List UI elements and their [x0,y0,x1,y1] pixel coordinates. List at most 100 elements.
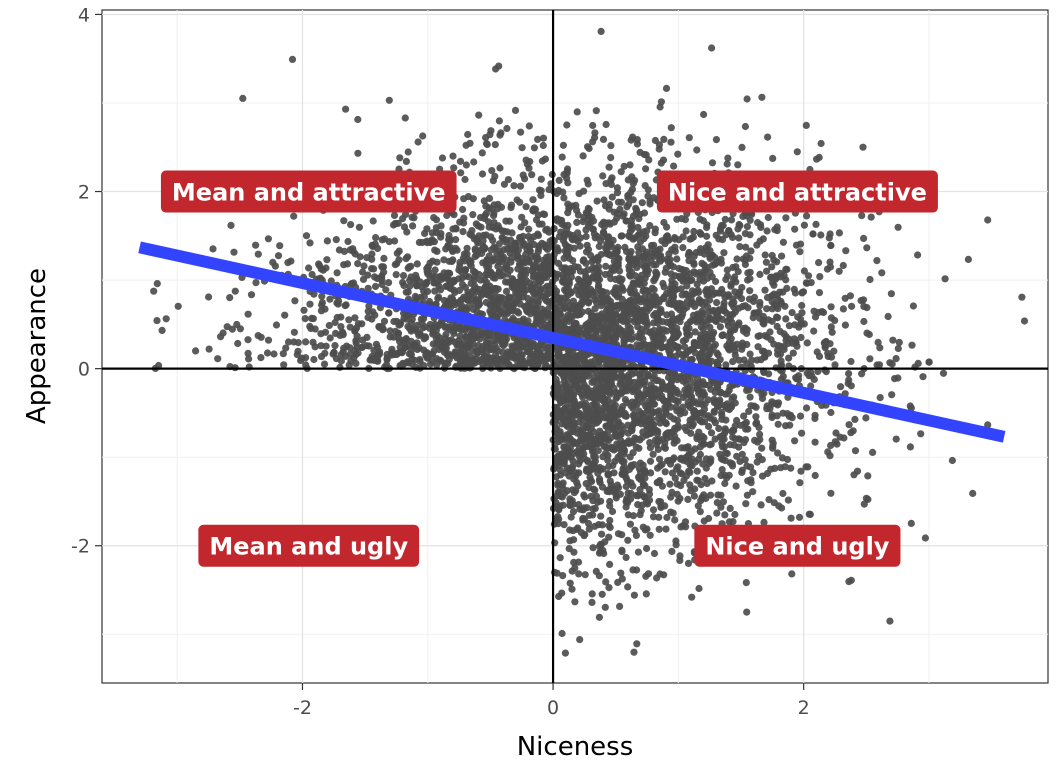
scatter-point [677,482,685,490]
scatter-point [571,383,579,391]
scatter-point [621,469,629,477]
scatter-point [842,247,850,255]
scatter-point [712,136,721,144]
scatter-point [475,270,483,279]
scatter-point [750,309,758,317]
scatter-point [372,234,380,242]
scatter-point [332,236,340,244]
scatter-point [648,420,656,428]
scatter-point [552,473,561,481]
scatter-point [461,175,469,184]
scatter-point [948,456,957,465]
scatter-point [617,569,625,577]
scatter-point [495,117,503,125]
scatter-point [841,294,849,302]
scatter-point [773,313,781,321]
scatter-point [490,255,498,263]
scatter-point [605,462,613,471]
scatter-point [579,383,587,391]
scatter-point [474,239,482,247]
scatter-point [479,237,487,245]
scatter-point [815,259,823,267]
scatter-point [617,168,625,176]
scatter-point [528,340,536,348]
scatter-point [706,316,714,324]
scatter-point [667,345,675,353]
scatter-point [445,257,453,265]
scatter-point [719,221,727,230]
scatter-point [678,444,686,452]
scatter-point [768,298,776,306]
scatter-point [627,188,635,196]
scatter-point [234,339,242,348]
scatter-point [571,598,579,606]
scatter-point [799,288,808,296]
scatter-point [826,258,834,266]
scatter-point [620,308,628,317]
scatter-point [522,156,530,164]
scatter-point [581,357,589,365]
scatter-point [655,525,663,533]
scatter-point [530,240,538,249]
scatter-point [432,273,440,281]
scatter-point [585,525,593,533]
scatter-point [713,499,721,507]
scatter-point [335,246,343,254]
scatter-point [413,260,421,268]
scatter-point [584,458,592,466]
scatter-point [566,579,574,587]
scatter-point [449,152,457,160]
scatter-point [663,223,671,231]
scatter-point [588,320,597,328]
scatter-point [774,399,783,407]
scatter-point [627,425,635,434]
scatter-point [564,285,573,293]
scatter-point [552,375,560,383]
scatter-point [269,258,277,266]
scatter-point [851,415,859,423]
scatter-point [511,316,519,325]
scatter-point [531,280,539,288]
scatter-point [711,419,720,427]
scatter-point [791,225,799,233]
scatter-point [563,434,572,442]
scatter-point [765,496,773,504]
scatter-point [618,275,626,283]
scatter-point [683,321,692,329]
scatter-point [696,335,704,343]
scatter-point [353,324,361,332]
scatter-point [646,200,654,208]
scatter-point [736,457,744,465]
scatter-point [649,450,657,458]
scatter-point [645,156,653,164]
scatter-point [421,333,429,341]
scatter-point [661,268,669,276]
scatter-point [597,438,605,447]
scatter-point [629,482,637,490]
scatter-point [889,336,897,344]
scatter-point [813,155,821,163]
scatter-point [803,404,811,412]
scatter-point [305,264,313,272]
scatter-point [601,603,609,611]
scatter-point [655,254,663,262]
scatter-point [839,305,848,313]
scatter-point [415,238,423,246]
scatter-point [670,162,678,170]
scatter-point [624,536,632,544]
scatter-point [359,275,368,283]
scatter-point [584,246,593,254]
scatter-point [795,372,803,380]
scatter-point [587,492,595,500]
scatter-point [531,261,539,269]
scatter-point [554,513,562,521]
scatter-point [510,182,518,190]
scatter-point [604,305,612,313]
scatter-point [708,159,717,167]
scatter-point [401,114,409,122]
scatter-point [656,455,664,463]
scatter-point [535,186,544,194]
scatter-point [610,218,618,226]
scatter-point [719,290,727,298]
scatter-point [391,327,399,335]
